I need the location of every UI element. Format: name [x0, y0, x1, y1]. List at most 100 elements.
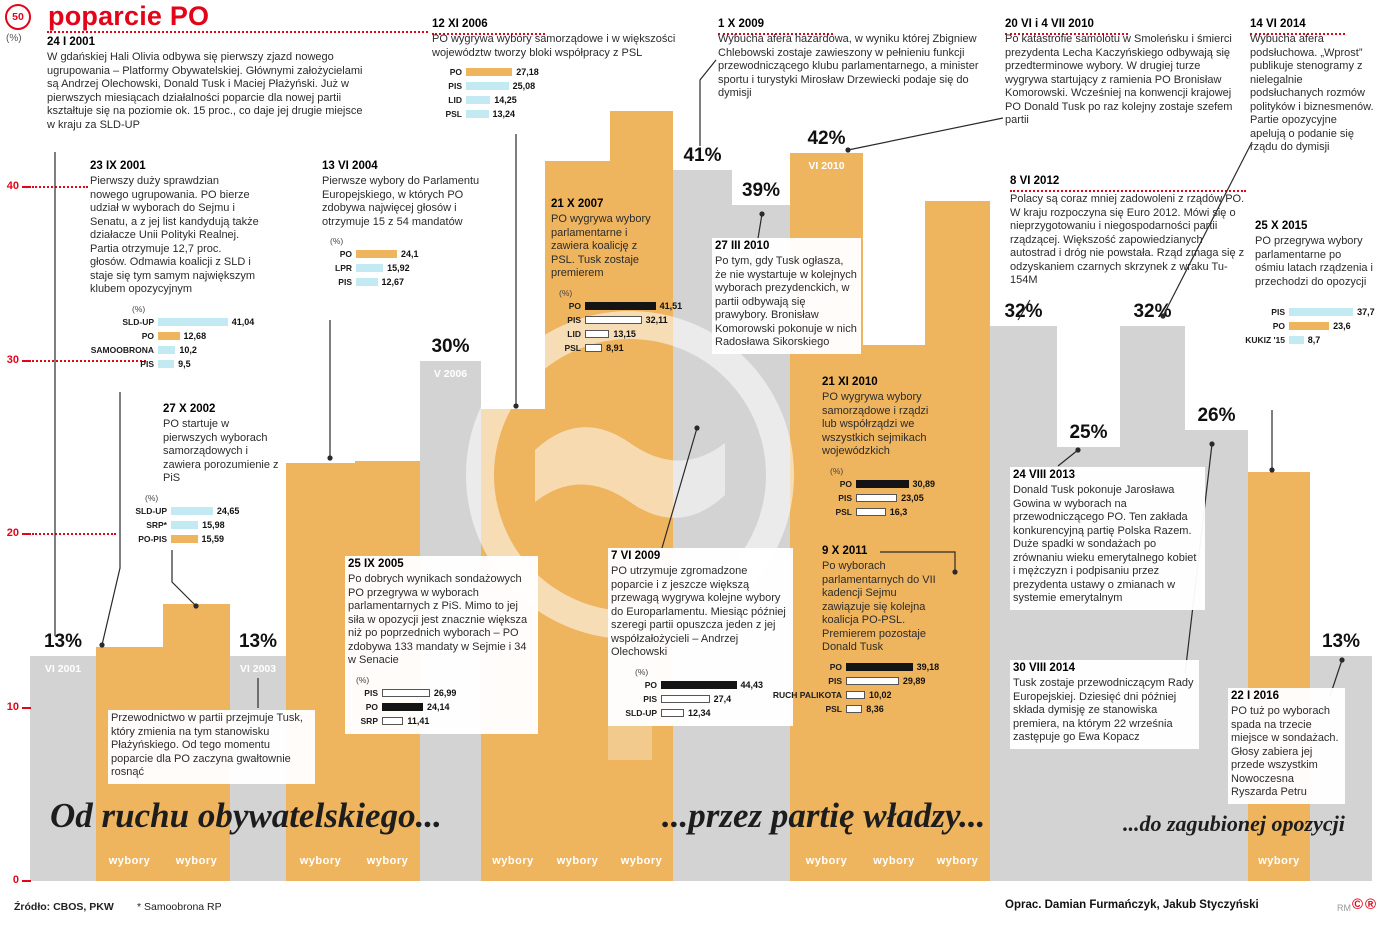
mini-chart-row: PO 23,6 — [1233, 321, 1373, 331]
mini-chart-bar — [356, 278, 378, 286]
annotation-2016-01-22: 22 I 2016 PO tuż po wyborach spada na tr… — [1228, 688, 1345, 804]
election-bar: wybory — [286, 463, 355, 881]
annotation-2009-10-01: 1 X 2009 Wybucha afera hazardowa, w wyni… — [718, 18, 983, 101]
mini-chart-label: PIS — [567, 314, 581, 325]
mini-chart-bar — [382, 702, 424, 711]
annotation-date: 27 X 2002 — [163, 403, 216, 415]
caption-party-of-power: ...przez partię władzy... — [662, 796, 986, 835]
axis-tick-10: 10 — [6, 701, 19, 713]
mini-chart-row: PIS 12,67 — [322, 277, 484, 287]
mini-chart-row: LID 14,25 — [432, 95, 700, 105]
mini-chart-row: PO-PIS 15,59 — [121, 534, 283, 544]
annotation-text: PO wygrywa wybory samorządowe i rządzi l… — [822, 391, 929, 457]
annotation-text: PO startuje w pierwszych wyborach samorz… — [163, 418, 279, 484]
mini-chart-row: PIS 27,4 — [611, 694, 789, 704]
mini-chart-row: PO 30,89 — [822, 479, 935, 489]
axis-tick-40: 40 — [6, 180, 19, 192]
mini-chart-row: PIS 32,11 — [551, 314, 667, 325]
annotation-2005-09-25: 25 IX 2005 Po dobrych wynikach sondażowy… — [345, 556, 538, 734]
mini-chart-label: SAMOOBRONA — [90, 344, 154, 355]
support-percent-label: 25% — [1069, 422, 1108, 443]
annotation-date: 25 X 2015 — [1255, 220, 1308, 232]
axis-top-tick: 50 — [5, 4, 31, 30]
annotation-2007-10-21: 21 X 2007 PO wygrywa wybory parlamentarn… — [551, 198, 682, 357]
grid-dotline — [718, 33, 833, 35]
mini-chart-label: SLD-UP — [625, 707, 657, 718]
copyright-icons: ©® — [1352, 896, 1379, 913]
annotation-text: Polacy są coraz mniej zadowoleni z rządó… — [1010, 193, 1245, 286]
mini-chart-value: 23,6 — [1333, 321, 1351, 331]
support-percent-label: 41% — [683, 145, 722, 166]
mini-chart-bar — [356, 250, 397, 258]
annotation-date: 22 I 2016 — [1231, 690, 1279, 702]
mini-chart: (%) PO 44,43 PIS 27,4 SLD-UP 12,34 — [611, 667, 789, 718]
mini-chart-label: PSL — [445, 109, 462, 119]
caption-lost-opposition: ...do zagubionej opozycji — [1123, 811, 1345, 836]
footer-source: Źródło: CBOS, PKW — [14, 901, 114, 913]
mini-chart-value: 15,98 — [202, 519, 225, 530]
support-percent-label: 13% — [1321, 631, 1361, 652]
mini-chart-label: PO — [568, 300, 581, 311]
mini-chart-row: PO 27,18 — [432, 67, 700, 77]
mini-chart-label: PIS — [838, 492, 852, 503]
bar-period-label: V 2006 — [433, 368, 468, 380]
mini-chart-bar — [1289, 308, 1354, 316]
mini-chart-value: 10,02 — [869, 689, 892, 700]
support-percent-label: 13% — [43, 631, 83, 652]
mini-chart-row: PO 24,14 — [348, 702, 534, 712]
mini-chart-bar — [661, 680, 737, 689]
mini-chart-row: SLD-UP 41,04 — [90, 317, 260, 327]
annotation-2014-06-14: 14 VI 2014 Wybucha afera podsłuchowa. „W… — [1250, 18, 1374, 155]
mini-chart-row: SAMOOBRONA 10,2 — [90, 345, 260, 355]
mini-chart-label: PSL — [564, 342, 581, 353]
mini-chart-bar — [846, 690, 866, 699]
mini-chart-unit: (%) — [330, 236, 344, 246]
mini-chart-value: 23,05 — [901, 492, 924, 503]
mini-chart-label: PSL — [835, 506, 852, 517]
axis-tick-20: 20 — [6, 527, 19, 539]
annotation-text: Wybucha afera podsłuchowa. „Wprost” publ… — [1250, 33, 1374, 153]
mini-chart: (%) PO 41,51 PIS 32,11 LID 13,15 PSL 8,91 — [551, 288, 682, 353]
annotation-2002-10-27: 27 X 2002 PO startuje w pierwszych wybor… — [135, 403, 283, 548]
axis-dash — [22, 533, 31, 535]
mini-chart-label: SLD-UP — [122, 316, 154, 327]
mini-chart-bar — [158, 345, 176, 354]
annotation-date: 12 XI 2006 — [432, 18, 488, 30]
bar-wybory-label: wybory — [1258, 855, 1300, 867]
mini-chart-row: PO 41,51 — [551, 300, 682, 311]
grid-dotline — [1005, 33, 1128, 35]
mini-chart-value: 41,51 — [659, 300, 683, 311]
annotation-text: Donald Tusk pokonuje Jarosława Gowina w … — [1013, 484, 1197, 604]
mini-chart-row: PSL 16,3 — [822, 507, 934, 517]
election-bar: wybory — [925, 201, 990, 881]
support-percent-label: 32% — [1004, 301, 1043, 322]
mini-chart-bar — [856, 493, 898, 502]
annotation-date: 21 XI 2010 — [822, 376, 878, 388]
annotation-text: W gdańskiej Hali Olivia odbywa się pierw… — [47, 51, 363, 131]
annotation-date: 30 VIII 2014 — [1013, 662, 1076, 674]
mini-chart-row: PO 12,68 — [90, 331, 260, 341]
annotation-text: Po katastrofie samolotu w Smoleńsku i śm… — [1005, 33, 1233, 126]
annotation-text: Przewodnictwo w partii przejmuje Tusk, k… — [111, 712, 303, 778]
mini-chart-label: SLD-UP — [135, 505, 167, 516]
mini-chart-value: 37,7 — [1357, 307, 1375, 317]
mini-chart-bar — [356, 264, 384, 272]
annotation-date: 13 VI 2004 — [322, 160, 378, 172]
election-bar: wybory — [863, 345, 925, 881]
mini-chart-bar — [856, 507, 886, 516]
mini-chart-unit: (%) — [635, 666, 649, 677]
bar-wybory-label: wybory — [556, 855, 599, 867]
mini-chart: (%) SLD-UP 24,65 SRP* 15,98 PO-PIS 15,59 — [121, 493, 283, 544]
mini-chart-label: PIS — [140, 358, 154, 369]
mini-chart-row: PIS 26,99 — [348, 688, 534, 698]
mini-chart-row: PIS 9,5 — [90, 359, 260, 369]
annotation-text: Po tym, gdy Tusk ogłasza, że nie wystart… — [715, 255, 857, 348]
annotation-2011-10-09: 9 X 2011 Po wyborach parlamentarnych do … — [773, 545, 940, 718]
bar-wybory-label: wybory — [492, 855, 534, 867]
mini-chart-bar — [158, 359, 175, 368]
mini-chart-row: KUKIZ '15 8,7 — [1233, 335, 1373, 345]
mini-chart-bar — [382, 688, 430, 697]
mini-chart-value: 15,59 — [201, 533, 225, 544]
annotation-date: 27 III 2010 — [715, 240, 770, 252]
annotation-2001-01-24: 24 I 2001 W gdańskiej Hali Olivia odbywa… — [47, 36, 367, 132]
